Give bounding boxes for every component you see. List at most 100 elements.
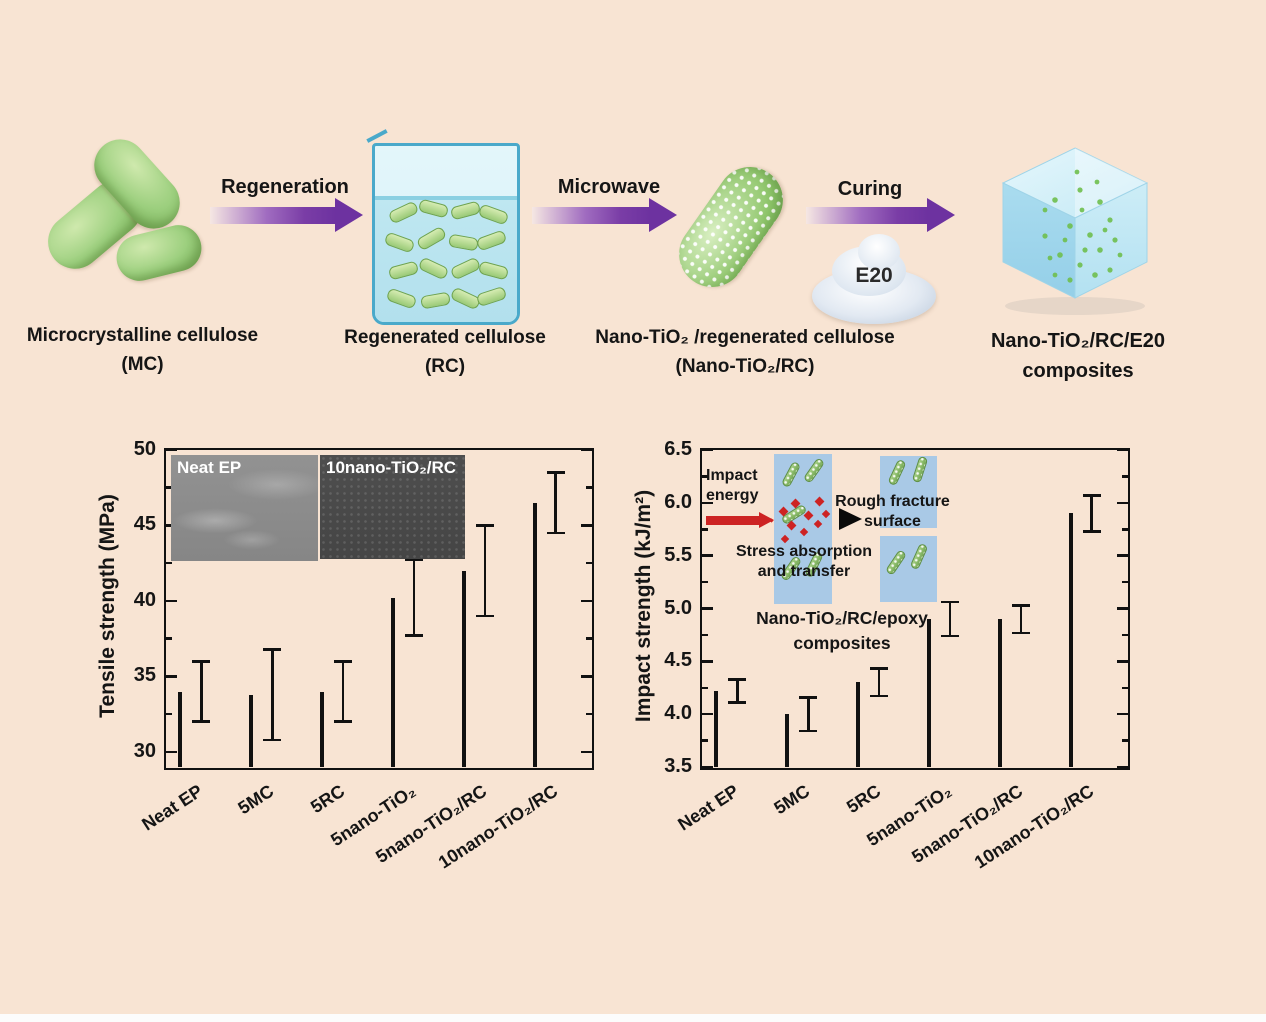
y-tick-label: 6.5 xyxy=(664,438,692,460)
arrow-label-regeneration: Regeneration xyxy=(221,176,349,198)
tick-mark xyxy=(1117,712,1128,716)
tick-mark xyxy=(702,712,713,716)
cellulose-pill-small xyxy=(475,229,508,252)
tick-mark xyxy=(581,675,592,678)
error-bar xyxy=(877,668,881,697)
y-tick-label: 6.0 xyxy=(664,490,692,513)
e20-powder-illustration: E20 xyxy=(812,234,936,326)
arrow-label-curing: Curing xyxy=(837,178,903,200)
powder-blob xyxy=(858,234,900,270)
cellulose-pill-small xyxy=(387,200,420,225)
tick-mark xyxy=(1117,448,1128,452)
error-bar-cap xyxy=(870,667,889,670)
error-bar-cap xyxy=(799,696,818,699)
tick-mark xyxy=(166,448,177,452)
bar-10nano-TiO₂/RC xyxy=(532,502,537,767)
tick-mark xyxy=(702,475,708,478)
error-bar xyxy=(412,560,416,636)
cellulose-rod xyxy=(802,457,826,484)
bar-5nano-TiO₂/RC xyxy=(997,619,1002,767)
error-bar-cap xyxy=(728,678,747,681)
bar-5nano-TiO₂/RC xyxy=(461,570,466,767)
tick-mark xyxy=(586,561,592,565)
sem-inset-neat-ep: Neat EP xyxy=(171,455,318,561)
annotation-impact-energy: Impact energy xyxy=(706,467,759,504)
tick-mark xyxy=(702,528,708,531)
impact-strength-chart: Impact energy Stress absorption and tran… xyxy=(664,438,1130,872)
tick-mark xyxy=(586,712,592,716)
tick-mark xyxy=(1122,686,1128,689)
tick-mark xyxy=(581,524,592,527)
bar-5nano-TiO₂ xyxy=(390,597,395,767)
y-tick-label: 45 xyxy=(133,513,156,536)
error-bar-cap xyxy=(1082,494,1101,497)
error-bar xyxy=(807,697,810,732)
cellulose-pill-small xyxy=(385,287,418,310)
error-bar-cap xyxy=(404,558,423,562)
y-tick-label: 30 xyxy=(133,739,156,762)
bar-5RC xyxy=(856,682,861,767)
tick-mark xyxy=(1117,765,1128,769)
bar-5MC xyxy=(249,694,254,767)
tick-mark xyxy=(702,660,713,663)
bar-5MC xyxy=(785,714,790,767)
tick-mark xyxy=(1117,660,1128,663)
error-bar-cap xyxy=(475,614,494,618)
tick-mark xyxy=(166,712,172,716)
tick-mark xyxy=(166,486,172,489)
tick-mark xyxy=(702,501,713,505)
caption-composites: Nano-TiO₂/RC/E20 composites xyxy=(990,330,1166,382)
tick-mark xyxy=(1117,607,1128,610)
y-tick-label: 50 xyxy=(133,438,156,460)
error-bar xyxy=(736,679,739,703)
error-bar xyxy=(1019,605,1022,633)
cellulose-pill-small xyxy=(415,225,448,252)
cellulose-pill-small xyxy=(449,200,482,221)
beaker-spout xyxy=(366,129,388,143)
y-tick-label: 40 xyxy=(133,588,156,611)
bar-Neat EP xyxy=(178,691,183,767)
y-tick-label: 35 xyxy=(133,664,156,687)
error-bar xyxy=(341,661,345,722)
cellulose-pill-small xyxy=(383,231,416,254)
tick-mark xyxy=(586,486,592,489)
error-bar-cap xyxy=(263,738,282,742)
error-bar-cap xyxy=(546,471,565,474)
tick-mark xyxy=(702,686,708,689)
bottom-strip xyxy=(0,1014,1266,1022)
caption-regenerated-cellulose: Regenerated cellulose (RC) xyxy=(344,327,546,377)
regeneration-arrow xyxy=(210,198,363,232)
tick-mark xyxy=(166,675,177,678)
error-bar-cap xyxy=(799,729,818,733)
tick-mark xyxy=(581,599,592,603)
cellulose-pill-small xyxy=(387,260,420,281)
cellulose-pill-small xyxy=(449,256,482,281)
annotation-composites: Nano-TiO₂/RC/epoxy composites xyxy=(756,608,928,654)
caption-nano-tio2-rc: Nano-TiO₂ /regenerated cellulose (Nano-T… xyxy=(595,327,895,377)
error-bar-cap xyxy=(334,660,353,663)
tick-mark xyxy=(702,580,708,584)
error-bar-cap xyxy=(940,600,959,604)
tick-mark xyxy=(702,633,708,637)
cellulose-rod xyxy=(887,458,907,487)
tick-mark xyxy=(166,599,177,603)
error-bar-cap xyxy=(546,531,565,535)
caption-microcrystalline-cellulose: Microcrystalline cellulose (MC) xyxy=(26,325,259,375)
y-tick-label: 5.0 xyxy=(664,596,692,619)
tick-mark xyxy=(702,554,713,557)
tick-mark xyxy=(1122,580,1128,584)
bar-Neat EP xyxy=(714,690,719,767)
tick-mark xyxy=(166,750,177,754)
tick-mark xyxy=(1117,554,1128,557)
cellulose-pill-small xyxy=(417,256,450,281)
error-bar-cap xyxy=(940,634,959,638)
fracture-panel-top xyxy=(880,455,937,528)
error-bar-cap xyxy=(1082,530,1101,533)
tick-mark xyxy=(1117,501,1128,505)
error-bar-cap xyxy=(192,660,211,663)
tensile-strength-chart: Neat EP 10nano-TiO₂/RC 30 35 40 45 50 Neat EP… xyxy=(134,438,594,872)
sem-inset-10nano-tio2-rc: 10nano-TiO₂/RC xyxy=(320,455,465,559)
error-bar xyxy=(200,661,203,722)
sem-inset-label: Neat EP xyxy=(177,458,242,477)
tick-mark xyxy=(581,448,592,452)
